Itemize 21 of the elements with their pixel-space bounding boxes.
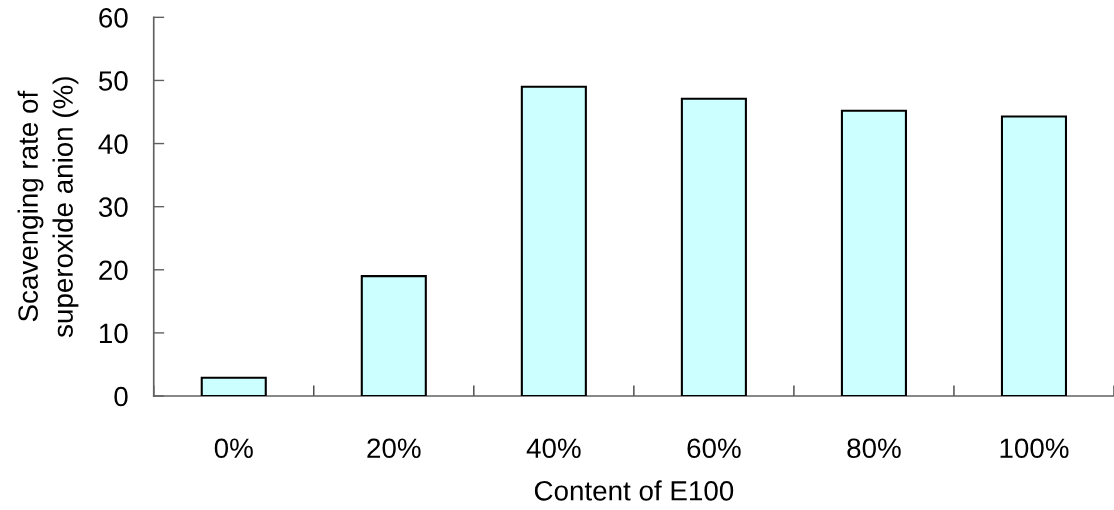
x-tick-label: 0% [214,438,253,459]
y-tick-label: 40 [98,134,128,154]
bar [200,376,267,397]
bar [360,275,427,397]
bar [520,85,587,397]
y-tick-label: 10 [99,323,128,344]
y-axis-title: Scavenging rate of superoxide anion (%) [17,77,79,338]
bar [840,109,907,397]
x-tick-label: 40% [526,438,581,459]
x-tick-label: 60% [687,438,741,459]
y-tick-label: 30 [98,197,128,218]
x-axis-title: Content of E100 [534,480,734,501]
y-tick-label: 0 [114,386,128,407]
y-tick-label: 20 [99,260,128,281]
y-tick-label: 50 [98,71,128,91]
x-tick-label: 80% [847,438,901,459]
bar [680,97,747,397]
y-tick-label: 60 [99,8,128,28]
bar [1000,115,1068,397]
x-tick-label: 20% [367,438,421,459]
x-tick-label: 100% [1000,438,1069,459]
